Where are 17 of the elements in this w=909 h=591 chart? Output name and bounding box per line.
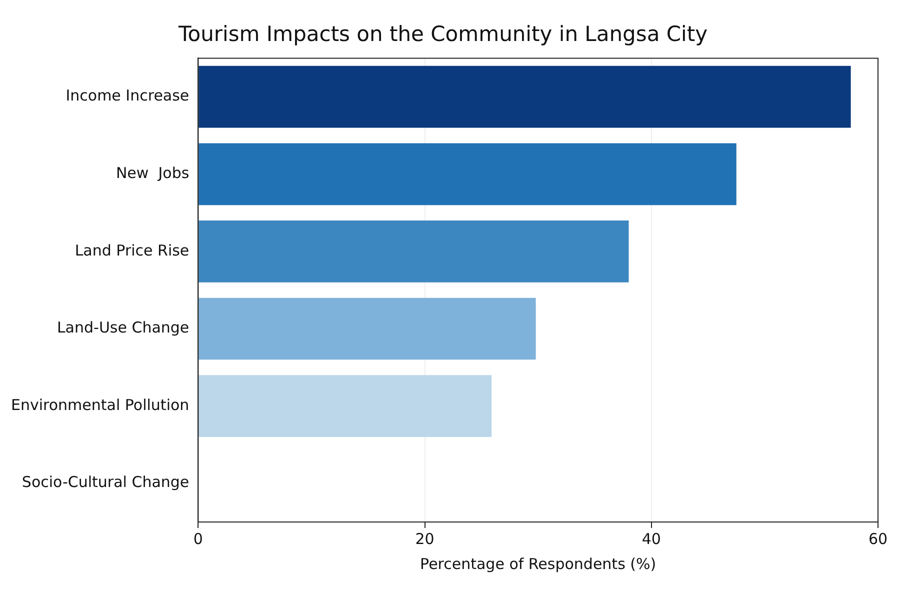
x-tick-label: 20	[415, 530, 434, 548]
x-tick-label: 60	[868, 530, 888, 548]
bar	[198, 143, 736, 206]
y-tick-label: Socio-Cultural Change	[22, 473, 190, 492]
bar	[198, 220, 629, 282]
y-tick-label: Environmental Pollution	[10, 396, 190, 414]
y-tick-label: Income Increase	[66, 86, 190, 105]
bar	[198, 66, 851, 128]
x-axis-title: Percentage of Respondents (%)	[420, 554, 656, 573]
y-tick-label: Land Price Rise	[74, 241, 190, 260]
y-tick-label: New Jobs	[116, 164, 190, 182]
x-tick-label: 40	[642, 530, 661, 548]
bar	[198, 375, 492, 437]
x-tick-label: 0	[193, 530, 203, 548]
y-tick-label: Land-Use Change	[56, 318, 190, 337]
chart-title: Tourism Impacts on the Community in Langsa City	[177, 22, 708, 46]
bar	[198, 298, 536, 360]
